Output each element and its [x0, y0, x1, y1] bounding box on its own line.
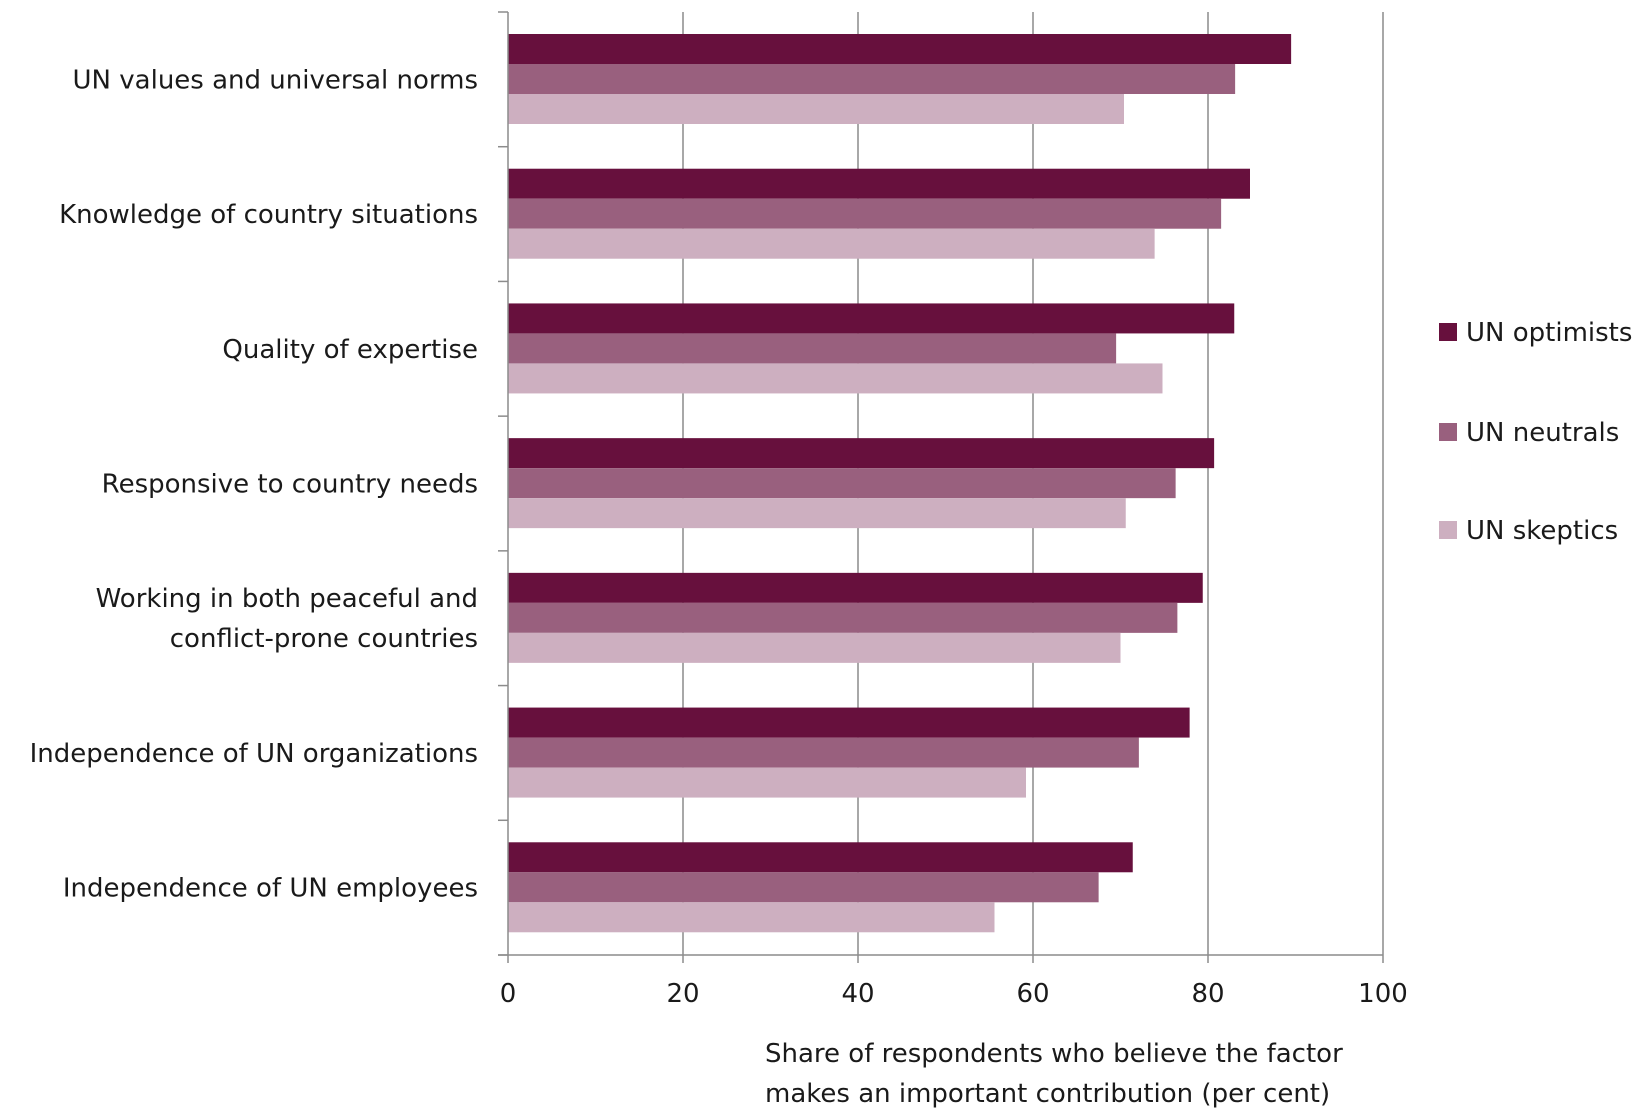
- category-label-line: UN values and universal norms: [73, 65, 478, 95]
- category-label: Independence of UN employees: [63, 874, 478, 904]
- bar-un-skeptics: [508, 498, 1126, 529]
- bar-un-neutrals: [508, 64, 1236, 94]
- bar-un-neutrals: [508, 872, 1099, 903]
- category-label: UN values and universal norms: [73, 65, 478, 95]
- bar-un-neutrals: [508, 198, 1222, 229]
- x-axis-title-line: Share of respondents who believe the fac…: [765, 1039, 1343, 1069]
- legend-swatch: [1439, 521, 1457, 539]
- axes: [498, 11, 1384, 963]
- category-label-line: Independence of UN organizations: [30, 739, 478, 769]
- x-tick-label: 0: [500, 979, 517, 1009]
- x-axis-title-line: makes an important contribution (per cen…: [765, 1079, 1330, 1109]
- x-axis-title: Share of respondents who believe the fac…: [765, 1039, 1343, 1109]
- x-tick-label: 60: [1016, 979, 1049, 1009]
- legend-label: UN neutrals: [1466, 418, 1619, 448]
- bar-un-skeptics: [508, 767, 1026, 798]
- category-label-line: Quality of expertise: [222, 335, 478, 365]
- category-label: Knowledge of country situations: [59, 200, 478, 230]
- legend-swatch: [1439, 423, 1457, 441]
- bars: [508, 34, 1292, 933]
- category-label-line: Responsive to country needs: [102, 470, 478, 500]
- category-label: Independence of UN organizations: [30, 739, 478, 769]
- bar-un-optimists: [508, 438, 1215, 469]
- bar-un-neutrals: [508, 468, 1176, 499]
- bar-un-neutrals: [508, 602, 1178, 633]
- x-tick-label: 100: [1358, 979, 1408, 1009]
- bar-un-skeptics: [508, 363, 1163, 394]
- x-tick-label: 40: [841, 979, 874, 1009]
- bar-un-optimists: [508, 34, 1292, 64]
- x-axis-title-text: Share of respondents who believe the fac…: [765, 1039, 1343, 1109]
- legend-swatch: [1439, 323, 1457, 341]
- legend-label: UN skeptics: [1466, 516, 1618, 546]
- bar-un-skeptics: [508, 902, 995, 933]
- category-labels: UN values and universal norms Knowledge o…: [30, 65, 478, 903]
- bar-un-optimists: [508, 303, 1235, 334]
- legend-label: UN optimists: [1466, 318, 1632, 348]
- category-label-line: Independence of UN employees: [63, 874, 478, 904]
- x-tick-label: 20: [666, 979, 699, 1009]
- bar-un-skeptics: [508, 228, 1155, 259]
- legend: UN optimists UN neutrals UN skeptics: [1439, 318, 1632, 546]
- bar-un-neutrals: [508, 737, 1139, 768]
- category-label: Quality of expertise: [222, 335, 478, 365]
- bar-un-optimists: [508, 572, 1203, 603]
- bar-un-optimists: [508, 168, 1250, 199]
- x-tick-labels: 0 20 40 60 80 100: [500, 979, 1408, 1009]
- bar-un-skeptics: [508, 94, 1124, 124]
- x-tick-label: 80: [1191, 979, 1224, 1009]
- category-label: Responsive to country needs: [102, 470, 478, 500]
- category-label: Working in both peaceful and conflict-pro…: [96, 584, 478, 654]
- bar-un-optimists: [508, 842, 1133, 873]
- bar-un-skeptics: [508, 632, 1121, 663]
- bar-un-optimists: [508, 707, 1190, 738]
- bar-un-neutrals: [508, 333, 1117, 364]
- category-label-line: Knowledge of country situations: [59, 200, 478, 230]
- category-label-line: Working in both peaceful and: [96, 584, 478, 614]
- category-label-line: conflict-prone countries: [170, 624, 478, 654]
